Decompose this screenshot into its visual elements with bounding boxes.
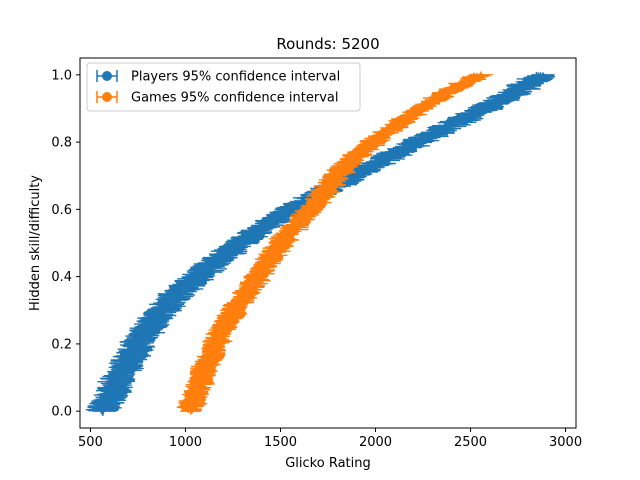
x-tick-label: 1500 (264, 435, 297, 450)
x-axis-label: Glicko Rating (285, 456, 371, 471)
y-tick-label: 0.8 (51, 136, 72, 151)
x-tick-label: 3000 (549, 435, 582, 450)
x-tick-label: 2000 (359, 435, 392, 450)
legend-marker (102, 71, 112, 81)
legend-box (86, 62, 361, 112)
chart-title: Rounds: 5200 (276, 35, 379, 53)
x-axis-ticks: 500 1000 1500 2000 2500 3000 (78, 428, 582, 450)
plot-area (85, 71, 556, 416)
x-tick-label: 1000 (169, 435, 202, 450)
x-tick-label: 2500 (454, 435, 487, 450)
y-axis-label: Hidden skill/difficulty (28, 175, 43, 311)
legend-label: Games 95% confidence interval (131, 91, 339, 106)
legend-marker (102, 92, 112, 102)
y-tick-label: 0.6 (51, 203, 72, 218)
y-tick-label: 0.4 (51, 270, 72, 285)
legend-entries: Players 95% confidence interval Games 95%… (96, 70, 340, 106)
y-tick-label: 0.2 (51, 337, 72, 352)
y-tick-label: 1.0 (51, 68, 72, 83)
series-1 (176, 71, 493, 415)
legend-label: Players 95% confidence interval (131, 70, 340, 85)
x-tick-label: 500 (78, 435, 103, 450)
axes-frame (79, 57, 577, 429)
y-tick-label: 0.0 (51, 405, 72, 420)
y-axis-ticks: 0.0 0.2 0.4 0.6 0.8 1.0 (51, 68, 80, 420)
legend: Players 95% confidence interval Games 95%… (86, 62, 361, 112)
